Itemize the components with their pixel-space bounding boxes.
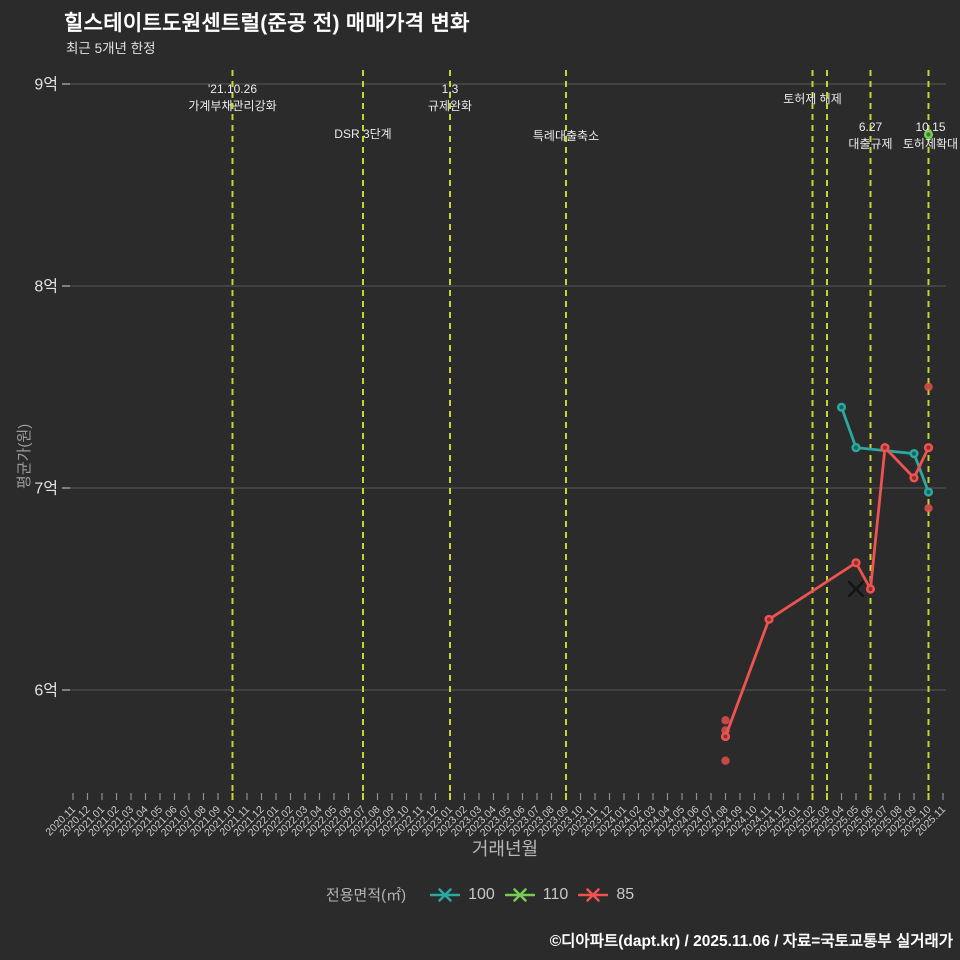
cancelled-x-icon: [847, 580, 865, 598]
event-label: DSR 3단계: [334, 127, 391, 141]
data-point-center: [839, 405, 844, 410]
event-label: 대출규제: [848, 137, 892, 151]
transaction-dot: [721, 756, 730, 765]
data-point: [923, 443, 934, 453]
series-85: [720, 443, 934, 742]
series-110: [923, 129, 934, 140]
price-trend-chart: 9억 8억 7억 6억 '21.10.26 가계부채관리강화 DSR 3단계 1.3 규제완화특…: [34, 70, 958, 839]
legend-title: 전용면적(㎡): [325, 887, 407, 904]
data-point: [720, 731, 731, 742]
y-tick-label: 6억: [34, 682, 58, 700]
data-point-center: [723, 734, 728, 739]
data-point-center: [868, 586, 873, 592]
legend-item-100: 100: [430, 886, 495, 904]
legend-line-x-marker-icon: [430, 887, 461, 902]
y-gridlines: 9억 8억 7억 6억: [34, 76, 946, 700]
event-label: 규제완화: [428, 99, 472, 113]
page-title: 힐스테이트도원센트럴(준공 전) 매매가격 변화: [64, 12, 470, 35]
data-point-center: [853, 560, 859, 565]
data-point-center: [911, 451, 917, 456]
y-axis-title: 평균가(원): [16, 423, 33, 489]
data-point: [764, 614, 774, 624]
event-label: 특례대출축소: [533, 129, 599, 143]
y-tick-label: 7억: [34, 480, 58, 498]
data-point-center: [926, 489, 931, 495]
event-label: '21.10.26: [208, 82, 257, 96]
event-label: 10.15: [915, 120, 945, 134]
y-tick-label: 8억: [34, 278, 58, 296]
data-point-center: [766, 617, 772, 622]
page-subtitle: 최근 5개년 한정: [66, 41, 156, 56]
data-point: [909, 473, 919, 483]
cancelled-marks: [847, 580, 865, 598]
data-point: [880, 443, 890, 453]
event-label: 토허제 해제: [783, 92, 842, 106]
event-label: 토허제확대: [903, 137, 958, 151]
event-label: 6.27: [859, 120, 883, 134]
data-point: [909, 449, 919, 459]
transaction-dot: [924, 504, 933, 513]
data-point: [851, 443, 861, 453]
transaction-dots: [721, 382, 933, 765]
data-point-center: [882, 445, 888, 450]
legend-items: 100 110 85: [420, 886, 634, 904]
transaction-dot: [924, 382, 933, 392]
data-point: [865, 584, 876, 594]
legend-line-x-marker-icon: [504, 887, 535, 902]
event-label: 1.3: [442, 82, 459, 96]
data-point-center: [911, 475, 917, 480]
legend-item-85: 85: [578, 886, 634, 904]
data-point: [836, 402, 847, 412]
x-axis: 2020.112020.122021.012021.022021.032021.…: [43, 793, 948, 839]
legend: 전용면적(㎡) 100 110 85: [0, 884, 960, 905]
data-point: [923, 487, 934, 497]
footer-credit: ©디아파트(dapt.kr) / 2025.11.06 / 자료=국토교통부 실…: [549, 933, 953, 950]
data-point-center: [926, 445, 931, 450]
legend-item-label: 85: [616, 885, 635, 903]
legend-item-label: 110: [542, 885, 569, 903]
data-point: [923, 129, 934, 140]
data-point-center: [926, 132, 931, 137]
legend-item-110: 110: [504, 885, 569, 904]
event-label: 가계부채관리강화: [188, 99, 276, 113]
legend-line-x-marker-icon: [578, 887, 609, 902]
x-axis-title: 거래년월: [471, 839, 539, 859]
data-point: [851, 558, 861, 568]
data-point-center: [853, 445, 859, 450]
y-tick-label: 9억: [34, 76, 58, 94]
legend-item-label: 100: [468, 885, 495, 903]
transaction-dot: [721, 716, 730, 725]
